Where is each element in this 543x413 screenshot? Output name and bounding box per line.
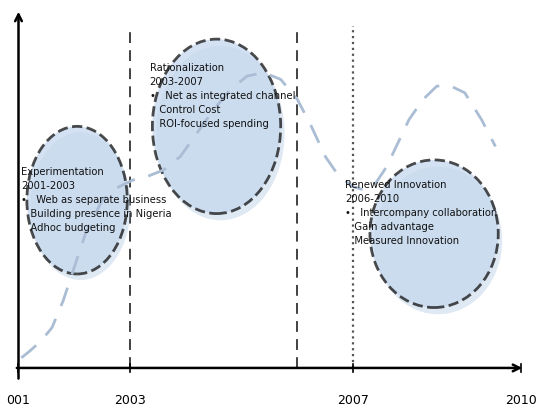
Text: Renewed Innovation
2006-2010
•   Intercompany collaboration
   Gain advantage
  : Renewed Innovation 2006-2010 • Intercomp… bbox=[345, 180, 497, 246]
Ellipse shape bbox=[27, 126, 127, 274]
Text: Rationalization
2003-2007
•   Net as integrated channel
   Control Cost
   ROI-f: Rationalization 2003-2007 • Net as integ… bbox=[149, 63, 295, 128]
Ellipse shape bbox=[156, 46, 285, 220]
Ellipse shape bbox=[374, 166, 502, 314]
Ellipse shape bbox=[370, 160, 498, 308]
Text: Experimentation
2001-2003
•   Web as separate business
   Building presence in N: Experimentation 2001-2003 • Web as separ… bbox=[21, 166, 172, 233]
Ellipse shape bbox=[30, 133, 131, 280]
Ellipse shape bbox=[153, 39, 281, 214]
